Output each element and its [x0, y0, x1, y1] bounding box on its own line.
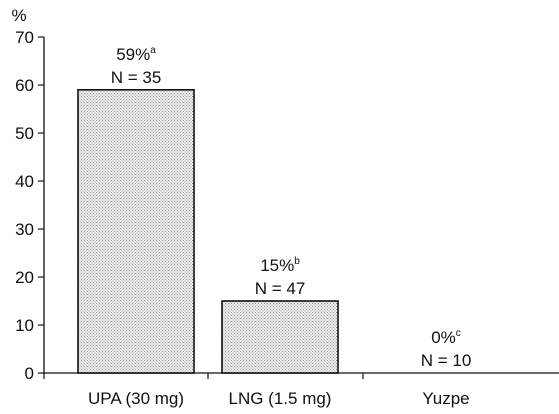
y-tick-label: 60 — [15, 76, 34, 95]
y-axis-unit-label: % — [11, 6, 26, 25]
y-tick-label: 50 — [15, 124, 34, 143]
value-label-superscript: c — [456, 328, 461, 339]
n-label-3: N = 10 — [421, 351, 472, 370]
y-tick-label: 10 — [15, 316, 34, 335]
n-label-2: N = 47 — [255, 279, 306, 298]
y-tick-label: 20 — [15, 268, 34, 287]
y-tick-label: 70 — [15, 28, 34, 47]
value-label-text: 59% — [116, 45, 150, 64]
x-category-label: LNG (1.5 mg) — [229, 389, 332, 408]
y-tick-label: 0 — [25, 364, 34, 383]
value-label-1: 59%a — [116, 45, 156, 64]
x-category-label: UPA (30 mg) — [88, 389, 184, 408]
x-category-label: Yuzpe — [422, 389, 469, 408]
labels-group: 59%a N = 35 UPA (30 mg) 15%b N = 47 LNG (1.5 … — [88, 45, 471, 408]
y-tick-label: 40 — [15, 172, 34, 191]
value-label-2: 15%b — [260, 256, 300, 275]
value-label-superscript: b — [294, 256, 300, 267]
bar-2 — [221, 300, 339, 374]
value-label-text: 15% — [260, 256, 294, 275]
n-label-1: N = 35 — [111, 68, 162, 87]
value-label-3: 0%c — [431, 328, 461, 347]
bar-1 — [77, 89, 195, 374]
y-tick-label: 30 — [15, 220, 34, 239]
value-label-text: 0% — [431, 328, 456, 347]
value-label-superscript: a — [150, 45, 156, 56]
bars-group — [77, 89, 339, 374]
